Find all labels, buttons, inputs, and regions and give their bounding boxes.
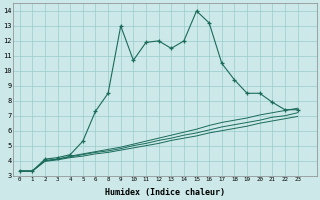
X-axis label: Humidex (Indice chaleur): Humidex (Indice chaleur)	[105, 188, 225, 197]
